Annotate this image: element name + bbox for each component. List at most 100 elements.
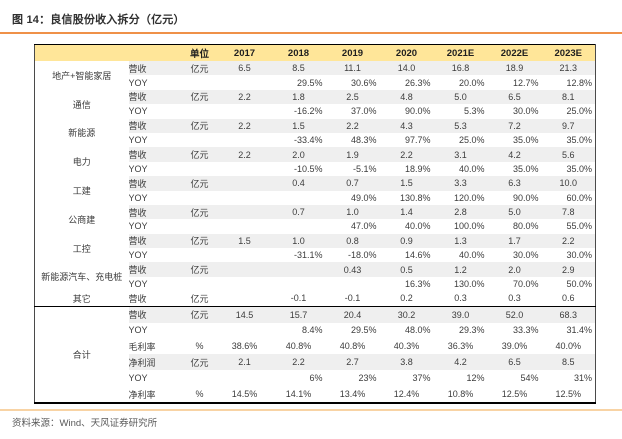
- header-unit-cell: 单位: [181, 44, 218, 61]
- value-cell: 12.7%: [512, 77, 539, 88]
- value-cell: 38.6%: [231, 341, 258, 352]
- value-cell: [218, 75, 272, 89]
- value-cell: 1.0: [325, 204, 380, 220]
- metric-cell: 净利润: [128, 354, 182, 371]
- value-cell: 20.0%: [458, 77, 485, 88]
- value-cell: -0.1: [344, 293, 361, 304]
- value-cell: 5.0: [487, 204, 542, 220]
- value-cell: 2.0: [271, 147, 326, 162]
- value-cell: 130.0%: [453, 279, 485, 290]
- value-cell: 2.1: [217, 354, 272, 371]
- value-cell: 0.2: [400, 293, 413, 304]
- metric-cell: 营收: [128, 147, 182, 162]
- value-cell: [218, 162, 272, 176]
- value-cell: 0.7: [325, 176, 380, 191]
- table-row: YOY -16.2% 37.0% 90.0% 5.3% 30.0% 25.0%: [35, 104, 596, 118]
- value-cell: 29.3%: [458, 325, 485, 336]
- value-cell: 14.1%: [285, 389, 312, 400]
- metric-cell: 营收: [128, 89, 182, 105]
- metric-cell: 营收: [128, 176, 182, 191]
- unit-cell: 亿元: [181, 89, 218, 105]
- value-cell: -33.4%: [293, 135, 323, 146]
- table-row: 新能源汽车、充电桩 营收 亿元 0.43 0.5 1.2 2.0 2.9: [34, 262, 596, 292]
- table-row: 工控 营收 亿元 1.5 1.0 0.8 0.9 1.3 1.7 2.2: [34, 233, 596, 263]
- metric-cell: YOY: [128, 221, 148, 232]
- value-cell: 14.6%: [404, 250, 431, 261]
- metric-cell: YOY: [128, 77, 148, 88]
- value-cell: 40.0%: [404, 221, 431, 232]
- table-row: YOY 29.5% 30.6% 26.3% 20.0% 12.7% 12.8%: [35, 75, 596, 89]
- category-cell: 地产+智能家居: [34, 61, 129, 90]
- value-cell: 6.3: [487, 176, 542, 191]
- value-cell: 48.3%: [350, 135, 377, 146]
- value-cell: 120.0%: [453, 192, 485, 203]
- value-cell: 0.9: [379, 233, 434, 249]
- value-cell: 36.3%: [447, 341, 474, 352]
- unit-cell: [182, 323, 218, 339]
- value-cell: 60.0%: [566, 192, 592, 203]
- value-cell: 0.3: [454, 293, 467, 304]
- unit-cell: %: [195, 389, 204, 400]
- value-cell: 10.8%: [447, 389, 474, 400]
- table-row: 地产+智能家居 营收 亿元 6.5 8.5 11.1 14.0 16.8 18.9 21.3: [34, 61, 596, 90]
- value-cell: 29.5%: [296, 77, 323, 88]
- value-cell: 35.0%: [566, 163, 592, 174]
- unit-cell: [182, 75, 218, 89]
- value-cell: 4.3: [379, 118, 434, 133]
- unit-cell: 亿元: [181, 118, 218, 133]
- value-cell: 8.1: [541, 89, 596, 105]
- value-cell: 2.5: [325, 89, 380, 105]
- value-cell: 40.0%: [458, 163, 485, 174]
- value-cell: 4.2: [487, 147, 542, 162]
- source-divider-line: [0, 409, 622, 411]
- value-cell: 0.43: [325, 262, 380, 277]
- value-cell: 25.0%: [566, 106, 592, 117]
- category-cell: 合计: [34, 306, 129, 403]
- value-cell: 18.9%: [404, 163, 431, 174]
- value-cell: 0.5: [379, 262, 434, 277]
- value-cell: 48.0%: [404, 325, 431, 336]
- value-cell: 14.5%: [231, 389, 258, 400]
- value-cell: 6.5: [217, 61, 272, 76]
- value-cell: 2.0: [487, 262, 542, 277]
- value-cell: 40.0%: [458, 250, 485, 261]
- value-cell: [218, 277, 272, 291]
- value-cell: 2.8: [433, 204, 488, 220]
- value-cell: [218, 191, 272, 205]
- value-cell: 0.6: [561, 293, 575, 304]
- metric-cell: 营收: [128, 204, 182, 220]
- value-cell: 2.2: [217, 118, 272, 133]
- value-cell: [218, 133, 272, 147]
- table-row: YOY -31.1% -18.0% 14.6% 40.0% 30.0% 30.0%: [35, 248, 596, 262]
- value-cell: 26.3%: [404, 77, 431, 88]
- value-cell: 1.7: [487, 233, 542, 249]
- unit-cell: [182, 219, 218, 233]
- value-cell: 7.8: [541, 204, 596, 220]
- category-cell: 通信: [34, 89, 129, 119]
- unit-cell: [182, 370, 218, 386]
- metric-cell: YOY: [128, 250, 148, 261]
- value-cell: 68.3: [541, 306, 596, 323]
- metric-cell: 净利率: [128, 389, 156, 400]
- value-cell: 23%: [358, 373, 377, 384]
- table-row: 净利率% 14.5% 14.1% 13.4% 12.4% 10.8% 12.5% 12.5%: [35, 386, 596, 403]
- value-cell: 9.7: [541, 118, 596, 133]
- table-row: YOY -10.5% -5.1% 18.9% 40.0% 35.0% 35.0%: [35, 162, 596, 176]
- metric-cell: 营收: [128, 118, 182, 133]
- value-cell: 40.3%: [393, 341, 420, 352]
- value-cell: -0.1: [290, 293, 307, 304]
- unit-cell: [182, 277, 218, 291]
- category-cell: 电力: [34, 147, 129, 177]
- value-cell: 100.0%: [453, 221, 485, 232]
- table-body-total: 合计 营收 亿元 14.5 15.7 20.4 30.2 39.0 52.0 68.3 YOY 8.4…: [34, 306, 596, 403]
- metric-cell: YOY: [128, 106, 148, 117]
- table-header: 单位 2017 2018 2019 2020 2021E 2022E 2023E: [34, 44, 596, 61]
- value-cell: 55.0%: [566, 221, 592, 232]
- value-cell: 1.3: [433, 233, 488, 249]
- value-cell: 8.5: [271, 61, 326, 76]
- value-cell: -10.5%: [293, 163, 323, 174]
- value-cell: 2.2: [271, 354, 326, 371]
- source-text: 资料来源：Wind、天风证券研究所: [12, 418, 158, 429]
- header-year-cell: 2017: [217, 44, 272, 61]
- value-cell: 2.2: [379, 147, 434, 162]
